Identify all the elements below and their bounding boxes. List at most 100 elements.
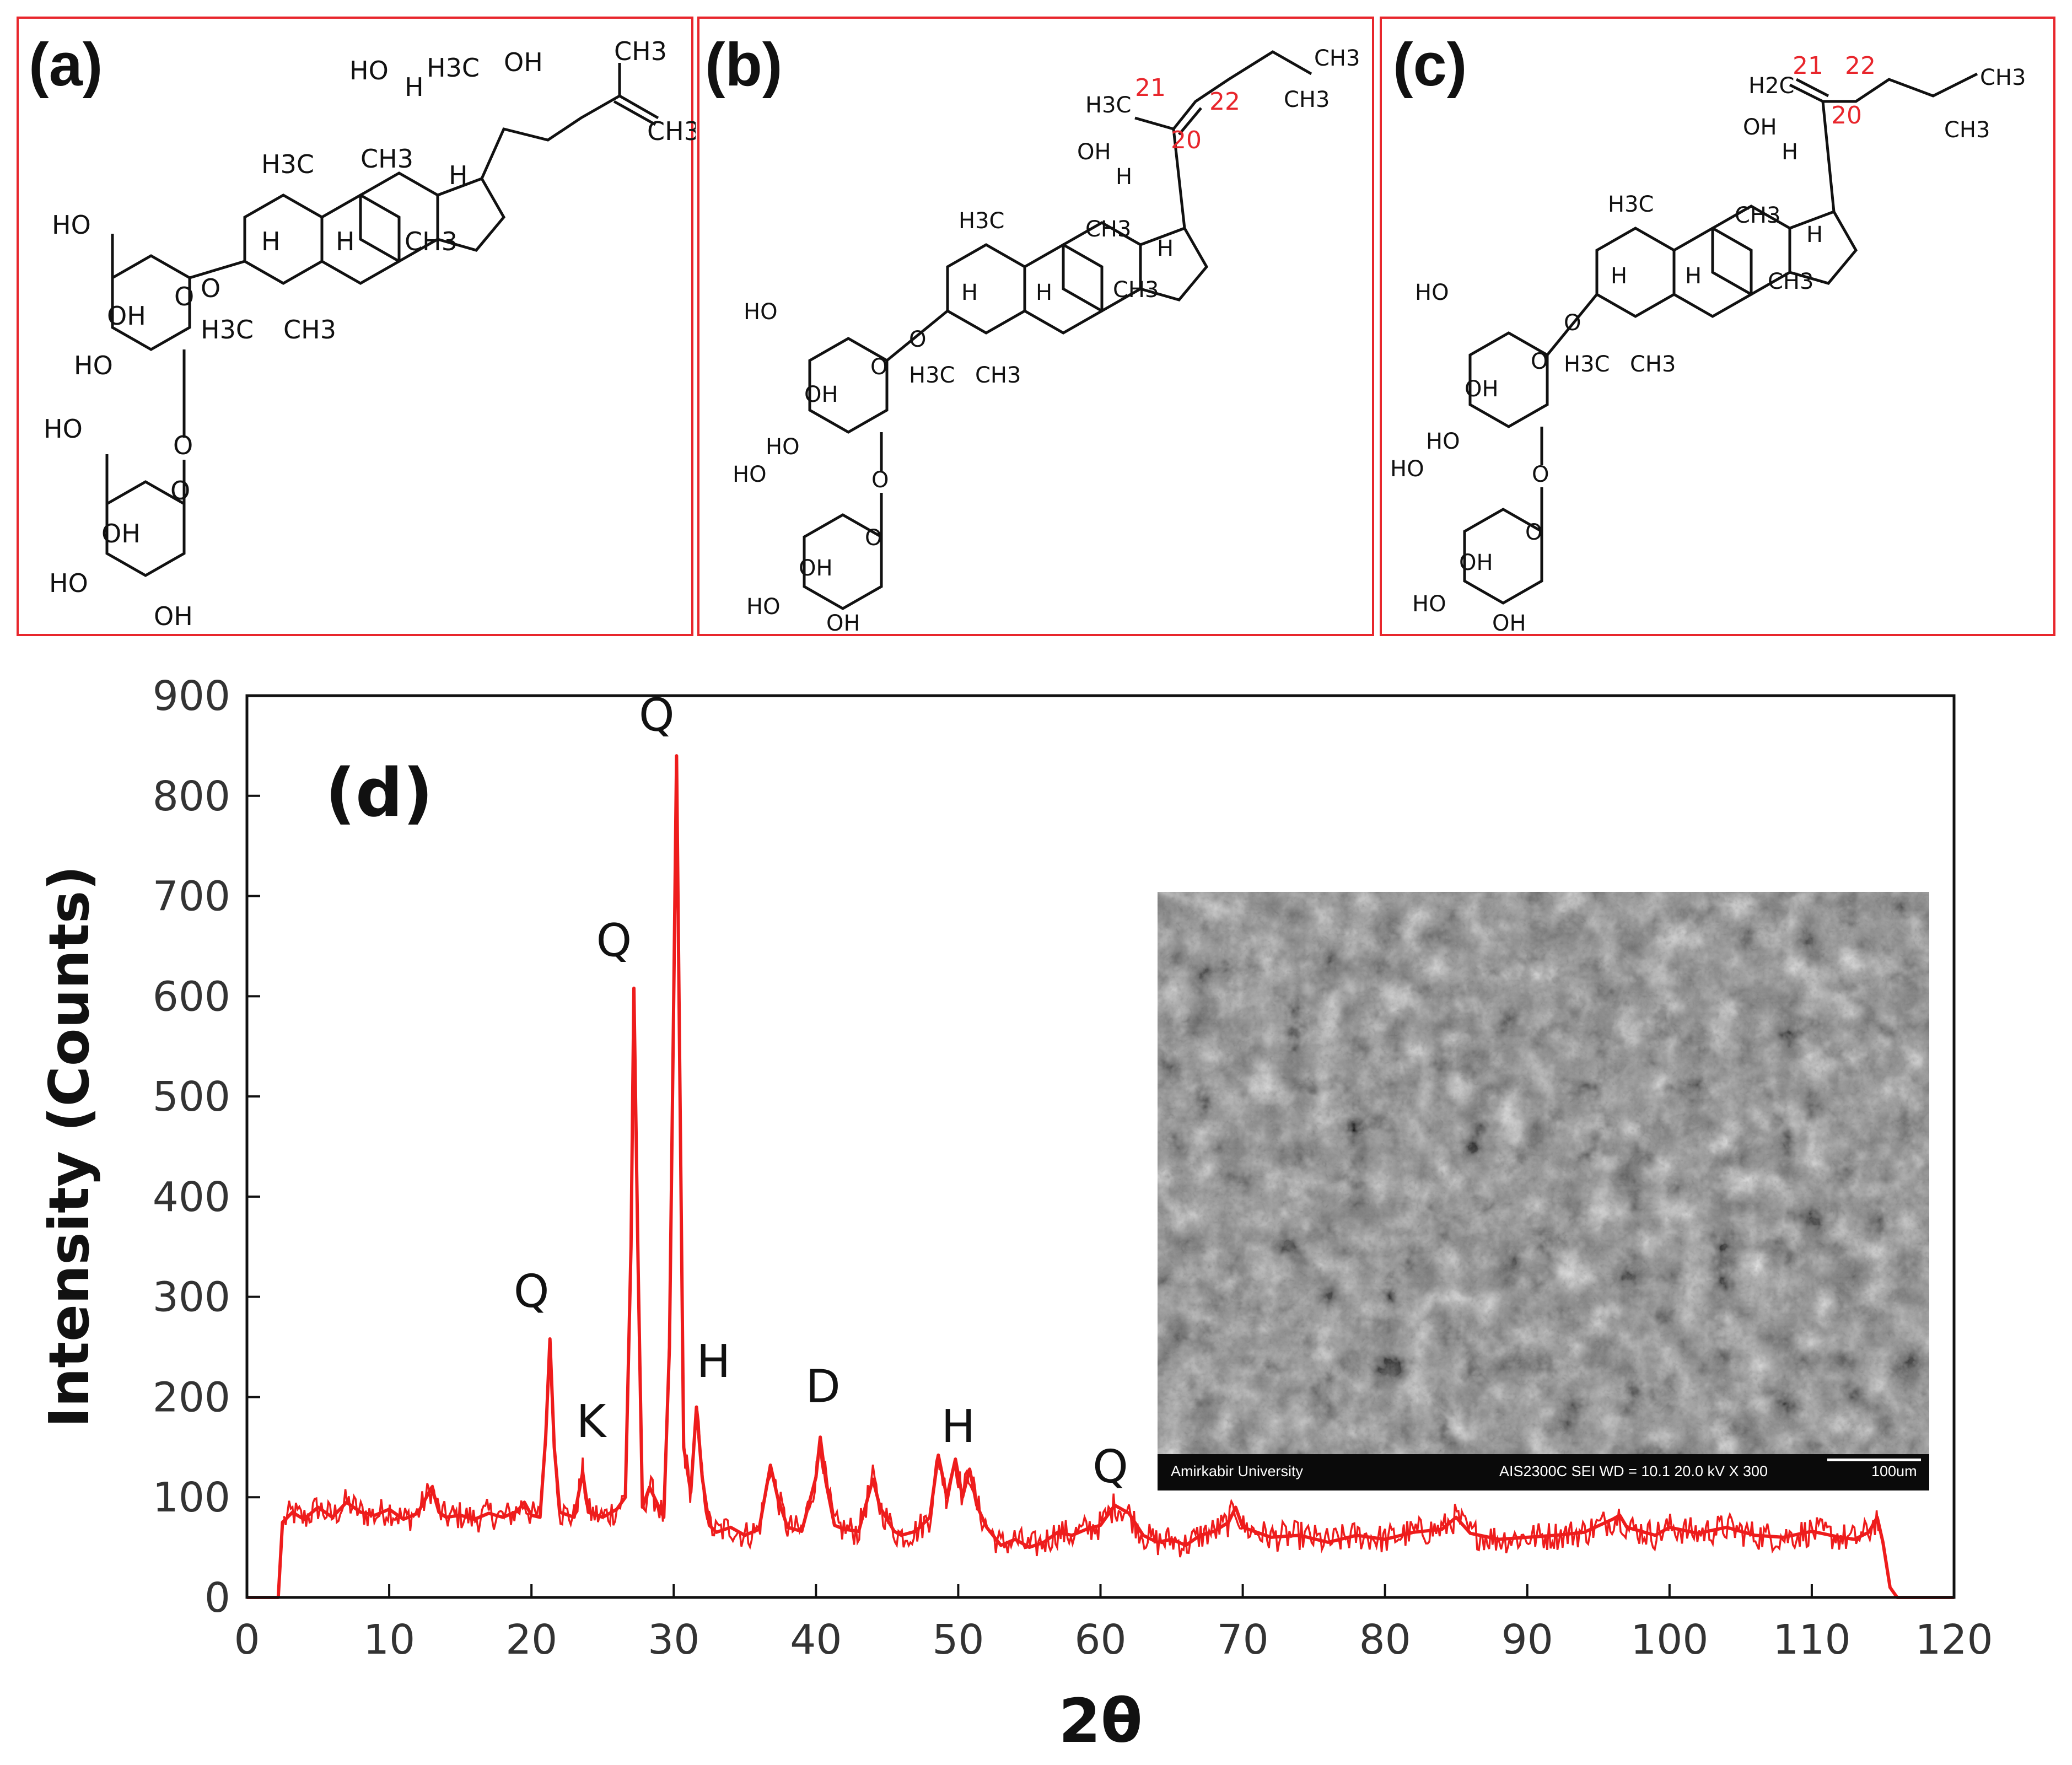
atom-label: H3C	[201, 315, 254, 345]
sem-caption-left: Amirkabir University	[1171, 1463, 1304, 1479]
atom-label: HO	[349, 56, 389, 85]
atom-label: CH3	[1735, 203, 1780, 228]
x-tick-label: 20	[505, 1616, 557, 1664]
atom-label: H	[1116, 164, 1132, 190]
sem-scale-label: 100um	[1871, 1463, 1917, 1479]
sem-scale-bar	[1827, 1459, 1921, 1461]
x-tick-label: 10	[363, 1616, 415, 1664]
atom-label: OH	[799, 556, 833, 581]
atom-label: CH3	[1980, 65, 2026, 90]
atom-label: H3C	[909, 363, 955, 388]
atom-label: H	[1157, 236, 1174, 261]
sem-texture	[1158, 892, 1929, 1490]
y-tick-label: 900	[153, 672, 230, 720]
panel-label-d: (d)	[325, 755, 433, 832]
atom-label: OH	[504, 47, 543, 77]
structure-b: CH3 CH3 H3C OH H H3C CH3 H H H CH3 HO O …	[733, 46, 1360, 636]
atom-label: H	[1036, 280, 1052, 305]
y-tick-label: 100	[153, 1474, 230, 1521]
atom-label: HO	[44, 414, 83, 444]
carbon-number: 21	[1793, 52, 1823, 80]
y-tick-label: 300	[153, 1274, 230, 1321]
atom-label: H	[261, 227, 281, 256]
peak-label: H	[941, 1401, 976, 1453]
xrd-chart: 0 10 20 30 40 50 60 70 80 90 100 110 120 0 100 200 300 40…	[37, 672, 1993, 1756]
series-noise-0	[283, 761, 1880, 1558]
x-tick-label: 120	[1915, 1616, 1993, 1664]
atom-label: HO	[766, 434, 800, 460]
y-tick-label: 400	[153, 1174, 230, 1221]
atom-label: OH	[1077, 139, 1111, 165]
atom-label: HO	[1415, 280, 1449, 305]
atom-label: O	[173, 431, 193, 460]
atom-label: HO	[49, 568, 88, 598]
atom-label: CH3	[1944, 117, 1990, 143]
peak-label: H	[697, 1336, 731, 1388]
atom-label: OH	[154, 601, 193, 631]
atom-label: O	[1532, 462, 1549, 487]
atom-label: H2C	[1748, 73, 1794, 99]
x-tick-label: 80	[1359, 1616, 1411, 1664]
atom-label: H	[961, 280, 978, 305]
panel-c: (c) H2C CH3 CH3 OH H H3C CH3 H H H	[1380, 17, 2055, 636]
atom-label: O	[909, 327, 926, 352]
peak-label: K	[577, 1396, 607, 1448]
atom-label: H3C	[427, 53, 480, 83]
atom-label: H	[1685, 263, 1702, 289]
peak-label: D	[806, 1361, 841, 1413]
x-tick-label: 110	[1773, 1616, 1850, 1664]
x-tick-label: 60	[1074, 1616, 1126, 1664]
atom-label: O	[1531, 349, 1548, 374]
peak-label: Q	[596, 915, 632, 967]
atom-label: CH3	[1314, 46, 1360, 71]
panel-b: (b) CH3 CH3 H3C OH H H3C CH3 H H H	[697, 17, 1374, 636]
atom-label: H3C	[959, 208, 1004, 234]
atom-label: O	[871, 467, 889, 493]
peak-label: Q	[1092, 1441, 1128, 1493]
x-tick-label: 100	[1630, 1616, 1708, 1664]
carbon-number: 21	[1135, 74, 1166, 102]
atom-label: HO	[746, 594, 781, 620]
x-axis-label: 2θ	[1058, 1686, 1142, 1756]
carbon-number: 22	[1845, 52, 1876, 80]
atom-label: CH3	[975, 363, 1021, 388]
atom-label: OH	[804, 382, 838, 407]
atom-label: H3C	[1608, 192, 1654, 217]
atom-label: CH3	[405, 227, 458, 256]
atom-label: H	[336, 227, 355, 256]
atom-label: CH3	[1768, 269, 1813, 294]
atom-label: O	[170, 476, 190, 505]
sem-caption-bar: Amirkabir University AIS2300C SEI WD = 1…	[1158, 1454, 1929, 1490]
atom-label: H	[449, 160, 468, 190]
atom-label: CH3	[1630, 352, 1676, 377]
y-tick-label: 700	[153, 873, 230, 921]
atom-label: HO	[1426, 429, 1460, 454]
atom-label: H	[1806, 222, 1823, 247]
panel-label-b: (b)	[705, 31, 783, 99]
atom-label: O	[865, 525, 882, 551]
x-tick-label: 90	[1501, 1616, 1553, 1664]
y-tick-label: 500	[153, 1073, 230, 1121]
atom-label: H3C	[261, 149, 314, 179]
x-tick-label: 50	[932, 1616, 984, 1664]
panel-label-c: (c)	[1393, 31, 1467, 99]
peak-label: Q	[514, 1266, 550, 1318]
atom-label: HO	[52, 210, 91, 240]
atom-label: H	[405, 72, 424, 102]
y-axis-label: Intensity (Counts)	[37, 865, 101, 1428]
atom-label: H3C	[1085, 93, 1131, 118]
atom-label: HO	[733, 462, 767, 487]
sem-inset: Amirkabir University AIS2300C SEI WD = 1…	[1158, 892, 1929, 1490]
y-tick-label: 800	[153, 773, 230, 820]
atom-label: CH3	[647, 116, 696, 146]
carbon-number: 22	[1209, 88, 1240, 116]
panel-label-a: (a)	[29, 31, 103, 99]
atom-label: CH3	[1085, 217, 1131, 242]
atom-label: OH	[107, 301, 146, 331]
panel-a: (a) HO H3C OH CH3 CH3 H3C	[17, 17, 696, 636]
atom-label: OH	[1743, 115, 1777, 140]
structure-a: HO H3C OH CH3 CH3 H3C H CH3 H CH3 H H HO…	[44, 36, 696, 631]
atom-label: HO	[1390, 456, 1424, 482]
atom-label: O	[870, 354, 887, 380]
x-tick-label: 0	[234, 1616, 260, 1664]
